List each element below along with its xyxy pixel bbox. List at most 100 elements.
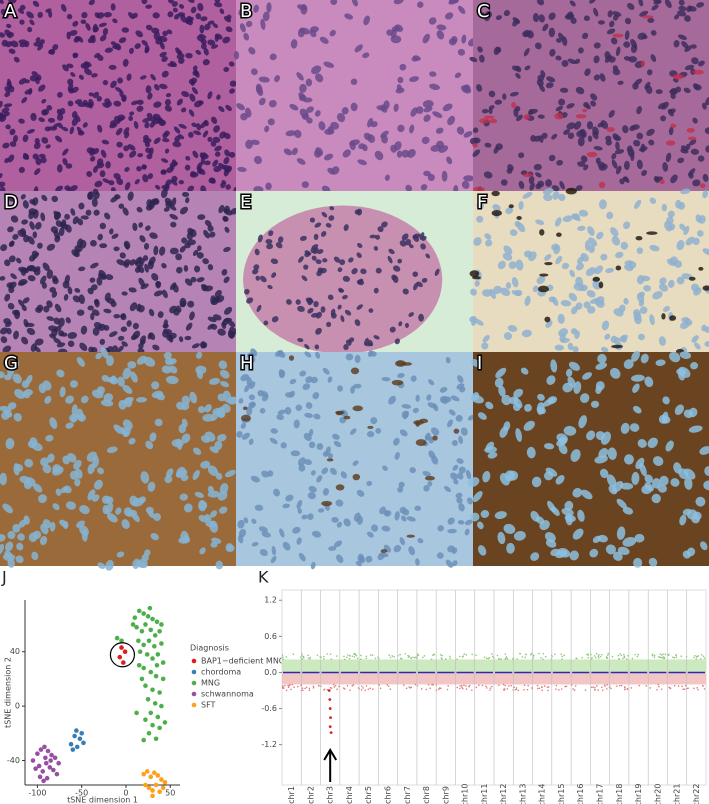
nucleus — [190, 276, 197, 283]
nucleus — [337, 385, 343, 392]
nucleus — [615, 141, 620, 151]
nucleus — [310, 561, 316, 570]
probe — [504, 653, 507, 655]
nucleus — [252, 268, 259, 275]
nucleus — [307, 297, 313, 306]
nucleus — [59, 519, 69, 528]
probe — [346, 685, 349, 687]
nucleus — [13, 56, 20, 63]
nucleus — [67, 340, 75, 347]
probe — [307, 654, 309, 656]
nucleus — [259, 408, 266, 414]
nucleus — [328, 215, 335, 221]
nucleus — [555, 105, 564, 112]
nucleus — [558, 32, 565, 41]
nucleus — [76, 309, 85, 316]
nucleus — [56, 113, 64, 121]
nucleus — [412, 55, 421, 61]
nucleus — [225, 469, 236, 478]
nucleus — [351, 0, 358, 7]
nucleus — [255, 83, 263, 94]
nucleus — [248, 47, 256, 55]
probe — [491, 655, 494, 658]
probe — [703, 657, 706, 660]
stain-spot — [611, 344, 624, 349]
nucleus — [195, 13, 202, 20]
nucleus — [72, 20, 79, 27]
nucleus — [425, 253, 431, 259]
nucleus — [161, 184, 170, 190]
nucleus — [477, 203, 484, 210]
nucleus — [144, 141, 151, 148]
nucleus — [321, 467, 329, 475]
nucleus — [124, 182, 131, 191]
point — [147, 605, 153, 611]
nucleus — [80, 19, 87, 25]
nucleus — [267, 284, 273, 290]
x-tick-label: 50 — [165, 789, 175, 798]
histology-panel: F — [469, 187, 709, 355]
nucleus — [624, 17, 632, 25]
nucleus — [92, 327, 100, 336]
probe — [598, 654, 600, 656]
nucleus — [244, 107, 252, 118]
nucleus — [120, 314, 127, 321]
nucleus — [96, 276, 103, 286]
panel-letter: D — [4, 192, 18, 213]
nucleus — [176, 53, 185, 60]
probe — [610, 687, 612, 690]
nucleus — [658, 283, 669, 292]
point — [157, 725, 162, 731]
nucleus — [626, 145, 633, 154]
nucleus — [657, 484, 667, 493]
probe — [631, 657, 634, 660]
probe — [622, 657, 624, 660]
nucleus — [582, 372, 592, 380]
nucleus — [142, 174, 149, 183]
nucleus — [484, 446, 497, 454]
nucleus — [275, 242, 283, 249]
nucleus — [202, 130, 209, 138]
nucleus — [277, 236, 284, 244]
nucleus — [26, 128, 35, 134]
nucleus — [524, 403, 532, 412]
nucleus — [676, 276, 685, 285]
nucleus — [393, 103, 399, 112]
nucleus — [116, 259, 126, 266]
nucleus — [577, 509, 585, 522]
nucleus — [320, 267, 327, 274]
nucleus — [209, 177, 216, 184]
nucleus — [375, 427, 382, 434]
nucleus — [686, 547, 696, 557]
nucleus — [702, 248, 709, 256]
nucleus — [90, 239, 97, 247]
nucleus — [639, 462, 647, 477]
nucleus — [178, 179, 185, 185]
stain-spot — [335, 410, 345, 415]
nucleus — [178, 537, 191, 544]
probe — [594, 686, 596, 689]
nucleus — [79, 525, 89, 536]
nucleus — [55, 185, 64, 192]
nucleus — [238, 528, 247, 538]
nucleus — [363, 15, 371, 26]
probe — [329, 686, 332, 689]
nucleus — [77, 130, 85, 136]
nucleus — [488, 108, 493, 114]
nucleus — [167, 11, 174, 18]
probe — [587, 656, 590, 659]
nucleus — [670, 92, 676, 100]
nucleus — [417, 1, 424, 8]
nucleus — [52, 503, 60, 511]
probe — [634, 653, 636, 656]
nucleus — [219, 506, 228, 514]
nucleus — [467, 414, 475, 421]
nucleus — [499, 472, 510, 486]
probe — [693, 656, 695, 659]
nucleus — [0, 543, 5, 556]
stain-spot — [686, 127, 695, 133]
nucleus — [55, 488, 62, 496]
nucleus — [305, 402, 313, 409]
nucleus — [608, 485, 618, 495]
nucleus — [614, 149, 625, 155]
